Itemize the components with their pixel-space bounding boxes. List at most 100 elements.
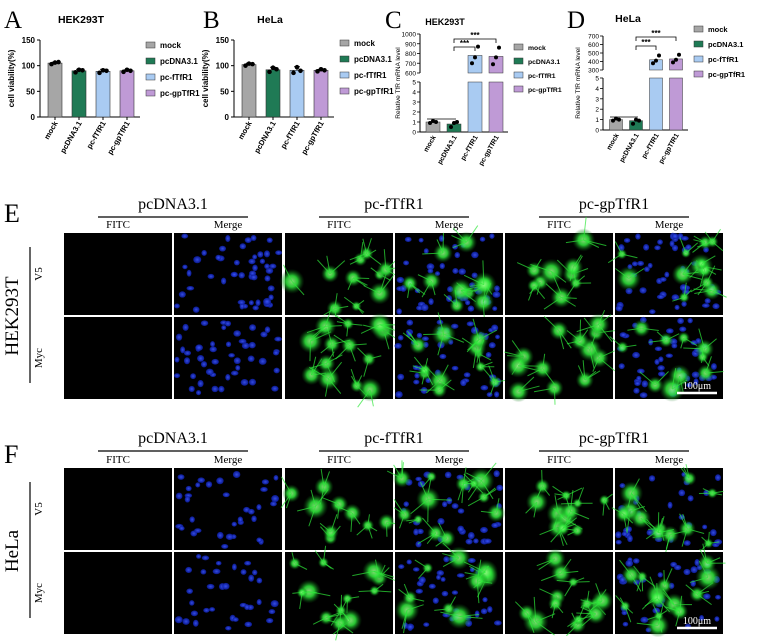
- nucleus: [416, 528, 424, 535]
- chart-a-title: HEK293T: [58, 14, 105, 26]
- fitc-process: [554, 495, 559, 514]
- fitc-process: [406, 604, 424, 611]
- fitc-process: [459, 615, 483, 619]
- nucleus: [201, 555, 210, 561]
- fitc-process: [477, 580, 493, 584]
- nucleus: [486, 392, 493, 398]
- channel-label: FITC: [106, 219, 130, 231]
- legend-label-mock: mock: [528, 45, 546, 52]
- fitc-process: [511, 340, 525, 357]
- group-label-pc-fTfR1: pc-fTfR1: [364, 430, 424, 447]
- fitc-process: [624, 605, 632, 623]
- fitc-process: [526, 613, 535, 633]
- nucleus: [633, 387, 640, 394]
- fitc-process: [334, 293, 338, 309]
- fitc-process: [607, 253, 623, 264]
- x-tick-label: pcDNA3.1: [619, 132, 641, 163]
- nucleus: [270, 501, 277, 507]
- nucleus: [666, 328, 674, 334]
- y-tick-label: 0: [412, 130, 416, 137]
- fitc-cell: [659, 376, 685, 402]
- nucleus: [256, 577, 263, 584]
- nucleus: [216, 477, 224, 485]
- nucleus: [235, 365, 241, 371]
- nucleus: [257, 251, 264, 258]
- nucleus: [398, 564, 405, 569]
- data-point: [631, 121, 635, 126]
- data-point: [243, 63, 248, 68]
- nucleus: [634, 381, 641, 387]
- fitc-process: [538, 558, 556, 571]
- fitc-process: [326, 354, 343, 364]
- nucleus: [465, 538, 473, 545]
- y-tick-label: 1: [595, 117, 599, 124]
- fitc-process: [516, 262, 535, 271]
- fitc-process: [542, 368, 556, 386]
- fitc-process: [349, 345, 356, 362]
- nucleus: [247, 355, 255, 362]
- fitc-process: [367, 514, 370, 526]
- nucleus: [256, 504, 262, 511]
- fitc-process: [312, 617, 327, 625]
- fitc-process: [556, 579, 574, 583]
- data-point: [434, 120, 438, 124]
- nucleus: [674, 564, 682, 571]
- chart-d-title: HeLa: [615, 13, 641, 25]
- legend-swatch-pc-gpTfR1: [339, 87, 350, 95]
- nucleus: [175, 492, 183, 500]
- x-tick-label: mock: [423, 134, 438, 153]
- fitc-process: [323, 308, 336, 316]
- nucleus: [215, 254, 222, 261]
- data-point: [104, 68, 109, 74]
- nucleus: [264, 275, 271, 282]
- fitc-process: [578, 604, 586, 620]
- fitc-process: [291, 552, 296, 564]
- x-tick-label: pc-gpTfR1: [478, 134, 501, 167]
- fitc-process: [562, 523, 576, 529]
- nucleus: [209, 346, 217, 353]
- nucleus: [674, 304, 680, 311]
- fitc-process: [294, 562, 308, 570]
- fitc-process: [615, 595, 626, 607]
- nucleus: [256, 599, 262, 606]
- fitc-process: [463, 561, 486, 573]
- fitc-process: [329, 260, 346, 275]
- fitc-process: [683, 347, 705, 350]
- nucleus: [250, 235, 257, 241]
- fitc-process: [641, 576, 644, 592]
- x-tick-label: mock: [42, 119, 60, 141]
- legend-label-pc-fTfR1: pc-fTfR1: [708, 55, 738, 64]
- nucleus: [273, 475, 279, 481]
- fitc-process: [308, 590, 331, 597]
- fitc-process: [551, 603, 556, 619]
- fitc-process: [569, 267, 574, 282]
- fitc-process: [461, 483, 464, 504]
- nucleus: [395, 391, 403, 398]
- nucleus: [404, 236, 412, 242]
- fitc-process: [555, 603, 564, 614]
- nucleus: [195, 344, 203, 351]
- nucleus: [677, 317, 684, 324]
- nucleus: [259, 258, 266, 264]
- nucleus: [188, 385, 195, 392]
- bar-pcDNA3.1: [265, 69, 281, 118]
- nucleus: [249, 324, 257, 331]
- y-tick-label: 400: [588, 59, 599, 66]
- fitc-process: [317, 259, 331, 275]
- bar-pc-fTfR1: [649, 77, 663, 131]
- nucleus: [480, 526, 488, 534]
- fitc-process: [421, 280, 432, 298]
- fitc-process: [393, 499, 405, 515]
- nucleus: [225, 533, 234, 540]
- legend-label-mock: mock: [160, 41, 181, 50]
- fitc-process: [560, 558, 572, 574]
- fitc-process: [439, 380, 455, 391]
- nucleus: [224, 320, 232, 327]
- data-point: [322, 67, 327, 73]
- fitc-process: [403, 610, 408, 634]
- y-tick-label: 600: [405, 71, 416, 78]
- fitc-process: [614, 241, 623, 255]
- fitc-process: [297, 506, 316, 512]
- fitc-process: [457, 483, 464, 501]
